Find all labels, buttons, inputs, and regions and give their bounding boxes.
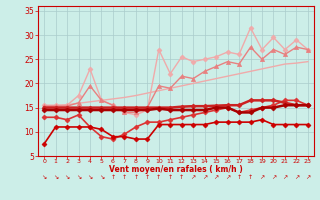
X-axis label: Vent moyen/en rafales ( km/h ): Vent moyen/en rafales ( km/h ) <box>109 165 243 174</box>
